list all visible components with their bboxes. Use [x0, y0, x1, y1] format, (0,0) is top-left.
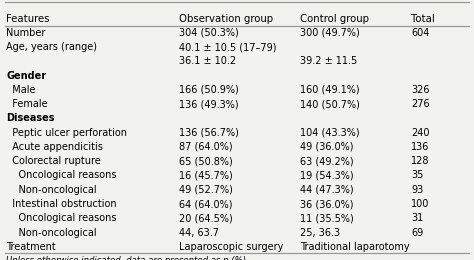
Text: 166 (50.9%): 166 (50.9%) — [179, 85, 239, 95]
Text: 63 (49.2%): 63 (49.2%) — [300, 156, 353, 166]
Text: Laparoscopic surgery: Laparoscopic surgery — [179, 242, 283, 252]
Text: 100: 100 — [411, 199, 429, 209]
Text: 160 (49.1%): 160 (49.1%) — [300, 85, 359, 95]
Text: 16 (45.7%): 16 (45.7%) — [179, 171, 233, 180]
Text: 65 (50.8%): 65 (50.8%) — [179, 156, 233, 166]
Text: Age, years (range): Age, years (range) — [6, 42, 97, 52]
Text: 604: 604 — [411, 28, 429, 38]
Text: 300 (49.7%): 300 (49.7%) — [300, 28, 359, 38]
Text: Colorectal rupture: Colorectal rupture — [6, 156, 101, 166]
Text: Observation group: Observation group — [179, 14, 273, 24]
Text: Peptic ulcer perforation: Peptic ulcer perforation — [6, 128, 127, 138]
Text: Acute appendicitis: Acute appendicitis — [6, 142, 103, 152]
Text: 93: 93 — [411, 185, 423, 195]
Text: 304 (50.3%): 304 (50.3%) — [179, 28, 239, 38]
Text: Male: Male — [6, 85, 36, 95]
Text: 20 (64.5%): 20 (64.5%) — [179, 213, 233, 223]
Text: Female: Female — [6, 99, 48, 109]
Text: 276: 276 — [411, 99, 430, 109]
Text: 40.1 ± 10.5 (17–79): 40.1 ± 10.5 (17–79) — [179, 42, 276, 52]
Text: 31: 31 — [411, 213, 423, 223]
Text: 36.1 ± 10.2: 36.1 ± 10.2 — [179, 56, 236, 66]
Text: 136 (49.3%): 136 (49.3%) — [179, 99, 238, 109]
Text: 49 (52.7%): 49 (52.7%) — [179, 185, 233, 195]
Text: Control group: Control group — [300, 14, 369, 24]
Text: 140 (50.7%): 140 (50.7%) — [300, 99, 360, 109]
Text: Treatment: Treatment — [6, 242, 56, 252]
Text: Diseases: Diseases — [6, 113, 55, 124]
Text: 25, 36.3: 25, 36.3 — [300, 228, 340, 238]
Text: 39.2 ± 11.5: 39.2 ± 11.5 — [300, 56, 357, 66]
Text: 35: 35 — [411, 171, 424, 180]
Text: 128: 128 — [411, 156, 430, 166]
Text: 69: 69 — [411, 228, 423, 238]
Text: Intestinal obstruction: Intestinal obstruction — [6, 199, 117, 209]
Text: 104 (43.3%): 104 (43.3%) — [300, 128, 359, 138]
Text: 136 (56.7%): 136 (56.7%) — [179, 128, 239, 138]
Text: Oncological reasons: Oncological reasons — [6, 171, 117, 180]
Text: 136: 136 — [411, 142, 429, 152]
Text: 36 (36.0%): 36 (36.0%) — [300, 199, 353, 209]
Text: 64 (64.0%): 64 (64.0%) — [179, 199, 232, 209]
Text: Non-oncological: Non-oncological — [6, 185, 97, 195]
Text: 19 (54.3%): 19 (54.3%) — [300, 171, 353, 180]
Text: 11 (35.5%): 11 (35.5%) — [300, 213, 354, 223]
Text: Total: Total — [411, 14, 435, 24]
Text: Oncological reasons: Oncological reasons — [6, 213, 117, 223]
Text: 240: 240 — [411, 128, 430, 138]
Text: 44 (47.3%): 44 (47.3%) — [300, 185, 353, 195]
Text: Number: Number — [6, 28, 46, 38]
Text: Unless otherwise indicated, data are presented as n (%).: Unless otherwise indicated, data are pre… — [6, 256, 249, 260]
Text: Gender: Gender — [6, 71, 46, 81]
Text: 87 (64.0%): 87 (64.0%) — [179, 142, 233, 152]
Text: 44, 63.7: 44, 63.7 — [179, 228, 219, 238]
Text: 326: 326 — [411, 85, 430, 95]
Text: Traditional laparotomy: Traditional laparotomy — [300, 242, 410, 252]
Text: Non-oncological: Non-oncological — [6, 228, 97, 238]
Text: 49 (36.0%): 49 (36.0%) — [300, 142, 353, 152]
Text: Features: Features — [6, 14, 50, 24]
